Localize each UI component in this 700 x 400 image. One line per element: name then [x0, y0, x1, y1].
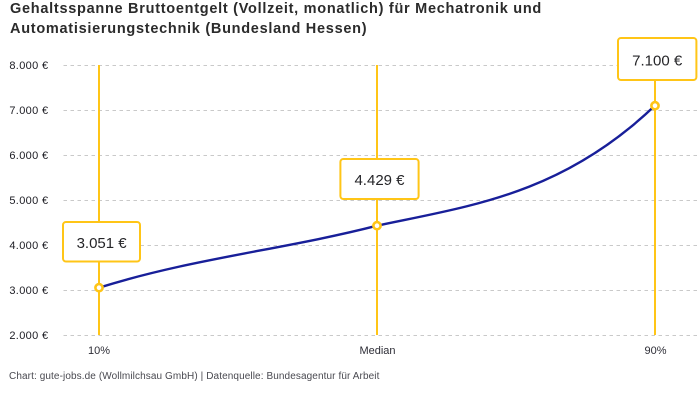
- svg-text:2.000 €: 2.000 €: [9, 330, 48, 342]
- svg-text:4.000 €: 4.000 €: [9, 240, 48, 252]
- svg-text:4.429 €: 4.429 €: [354, 172, 405, 189]
- svg-text:8.000 €: 8.000 €: [9, 60, 48, 72]
- svg-text:7.000 €: 7.000 €: [9, 105, 48, 117]
- svg-text:7.100 €: 7.100 €: [632, 53, 683, 70]
- svg-text:3.000 €: 3.000 €: [9, 285, 48, 297]
- svg-text:Median: Median: [359, 345, 395, 357]
- svg-text:5.000 €: 5.000 €: [9, 195, 48, 207]
- svg-text:3.051 €: 3.051 €: [77, 235, 128, 252]
- svg-text:10%: 10%: [88, 345, 110, 357]
- svg-text:90%: 90%: [644, 345, 666, 357]
- svg-text:6.000 €: 6.000 €: [9, 150, 48, 162]
